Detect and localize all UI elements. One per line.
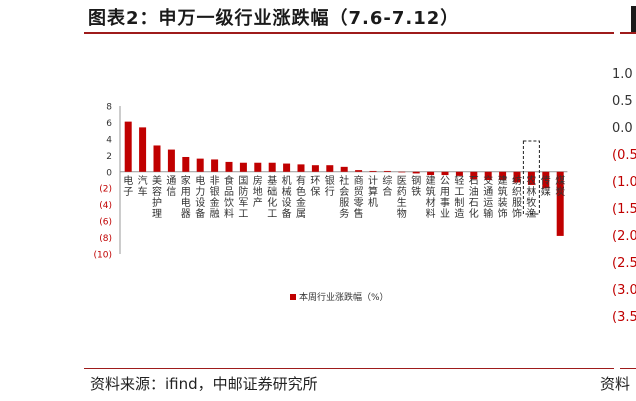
bar	[211, 159, 219, 172]
right-panel-tick-label: (2.0	[612, 229, 636, 244]
x-tick-label: 电子	[123, 174, 133, 198]
x-tick-label: 电力设备	[195, 174, 205, 220]
x-tick-label: 钢铁	[411, 174, 421, 198]
bar	[225, 161, 233, 172]
bar	[297, 164, 305, 172]
bar	[441, 171, 449, 176]
bar	[513, 171, 521, 183]
bar	[196, 158, 204, 172]
x-tick-label: 建筑材料	[426, 174, 436, 220]
bar	[167, 149, 175, 172]
y-tick-label: 8	[106, 103, 112, 113]
x-tick-label: 公用事业	[440, 176, 450, 220]
y-tick-label: (10)	[94, 251, 112, 261]
bar	[254, 162, 262, 172]
x-tick-label: 有色金属	[296, 174, 306, 220]
y-tick-label: 0	[106, 168, 112, 178]
x-tick-label: 商贸零售	[354, 174, 364, 220]
legend-swatch	[290, 293, 296, 300]
bar	[455, 171, 463, 176]
bar	[268, 162, 276, 172]
x-tick-label: 轻工制造	[454, 174, 464, 220]
y-tick-label: 6	[106, 119, 112, 129]
x-tick-label: 计算机	[368, 174, 378, 209]
right-panel-tick-label: (2.5	[612, 256, 636, 271]
bar	[139, 127, 147, 172]
bar	[542, 171, 550, 189]
right-panel-tick-label: 0.0	[612, 121, 633, 136]
bar	[369, 170, 377, 172]
x-tick-label: 煤炭	[555, 174, 565, 198]
x-tick-label: 传媒	[541, 175, 551, 198]
x-tick-label: 建筑装饰	[498, 174, 508, 220]
right-panel-tick-label: (1.0	[612, 175, 636, 190]
right-panel-source-rule	[620, 368, 636, 369]
x-tick-label: 交通运输	[483, 174, 493, 220]
bar	[383, 170, 391, 172]
bar	[283, 163, 291, 172]
right-panel-source-fragment: 资料	[600, 375, 631, 393]
x-tick-label: 纺织服饰	[512, 174, 522, 220]
x-tick-label: 美容护理	[152, 174, 162, 220]
bar	[556, 171, 564, 236]
y-tick-label: (4)	[99, 201, 112, 211]
bar	[398, 171, 406, 173]
bar	[182, 156, 190, 172]
title-rule	[84, 32, 614, 34]
bar	[239, 162, 247, 172]
x-tick-label: 农林牧渔	[526, 174, 536, 220]
y-tick-label: (2)	[99, 185, 112, 195]
bar	[311, 165, 319, 172]
bar	[124, 121, 132, 172]
page-title: 图表2：申万一级行业涨跌幅（7.6-7.12）	[88, 8, 460, 29]
y-tick-label: 4	[106, 135, 112, 145]
bar	[340, 166, 348, 172]
x-tick-label: 食品饮料	[224, 174, 234, 220]
highlight-box	[522, 140, 540, 215]
right-panel-title-fragment	[631, 6, 636, 32]
x-tick-label: 机械设备	[282, 174, 292, 220]
x-tick-label: 汽车	[138, 174, 148, 198]
right-panel-tick-label: 0.5	[612, 94, 633, 109]
bar	[427, 171, 435, 176]
x-tick-label: 非银金融	[210, 175, 220, 220]
x-tick-label: 房地产	[253, 174, 263, 209]
y-tick-label: (6)	[99, 218, 112, 228]
right-panel-rule	[620, 32, 636, 34]
bar	[153, 145, 161, 172]
bar	[355, 170, 363, 172]
right-panel-tick-label: (3.0	[612, 283, 636, 298]
right-panel-tick-label: (0.5	[612, 148, 636, 163]
source-note: 资料来源：ifind，中邮证券研究所	[90, 375, 318, 393]
source-rule	[84, 368, 614, 369]
x-tick-label: 环保	[310, 176, 320, 198]
right-panel-tick-label: 1.0	[612, 67, 633, 82]
right-panel-tick-label: (1.5	[612, 202, 636, 217]
right-panel-tick-label: (3.5	[612, 310, 636, 325]
x-tick-label: 国防军工	[238, 175, 248, 220]
x-tick-label: 石油石化	[469, 176, 479, 220]
chart-legend: 本周行业涨跌幅（%）	[290, 290, 389, 303]
bar	[412, 171, 420, 174]
x-tick-label: 银行	[325, 174, 335, 198]
bar	[484, 171, 492, 180]
bar	[527, 171, 535, 185]
x-tick-label: 基础化工	[267, 174, 277, 220]
x-tick-label: 综合	[382, 174, 392, 198]
y-tick-label: 2	[106, 152, 112, 162]
x-tick-label: 家用电器	[181, 174, 191, 220]
bar	[326, 165, 334, 172]
y-tick-label: (8)	[99, 234, 112, 244]
x-tick-label: 通信	[166, 175, 176, 198]
x-tick-label: 社会服务	[339, 174, 349, 220]
bar	[470, 171, 478, 180]
legend-label: 本周行业涨跌幅（%）	[299, 293, 389, 303]
x-tick-label: 医药生物	[397, 175, 407, 220]
bar	[499, 171, 507, 180]
